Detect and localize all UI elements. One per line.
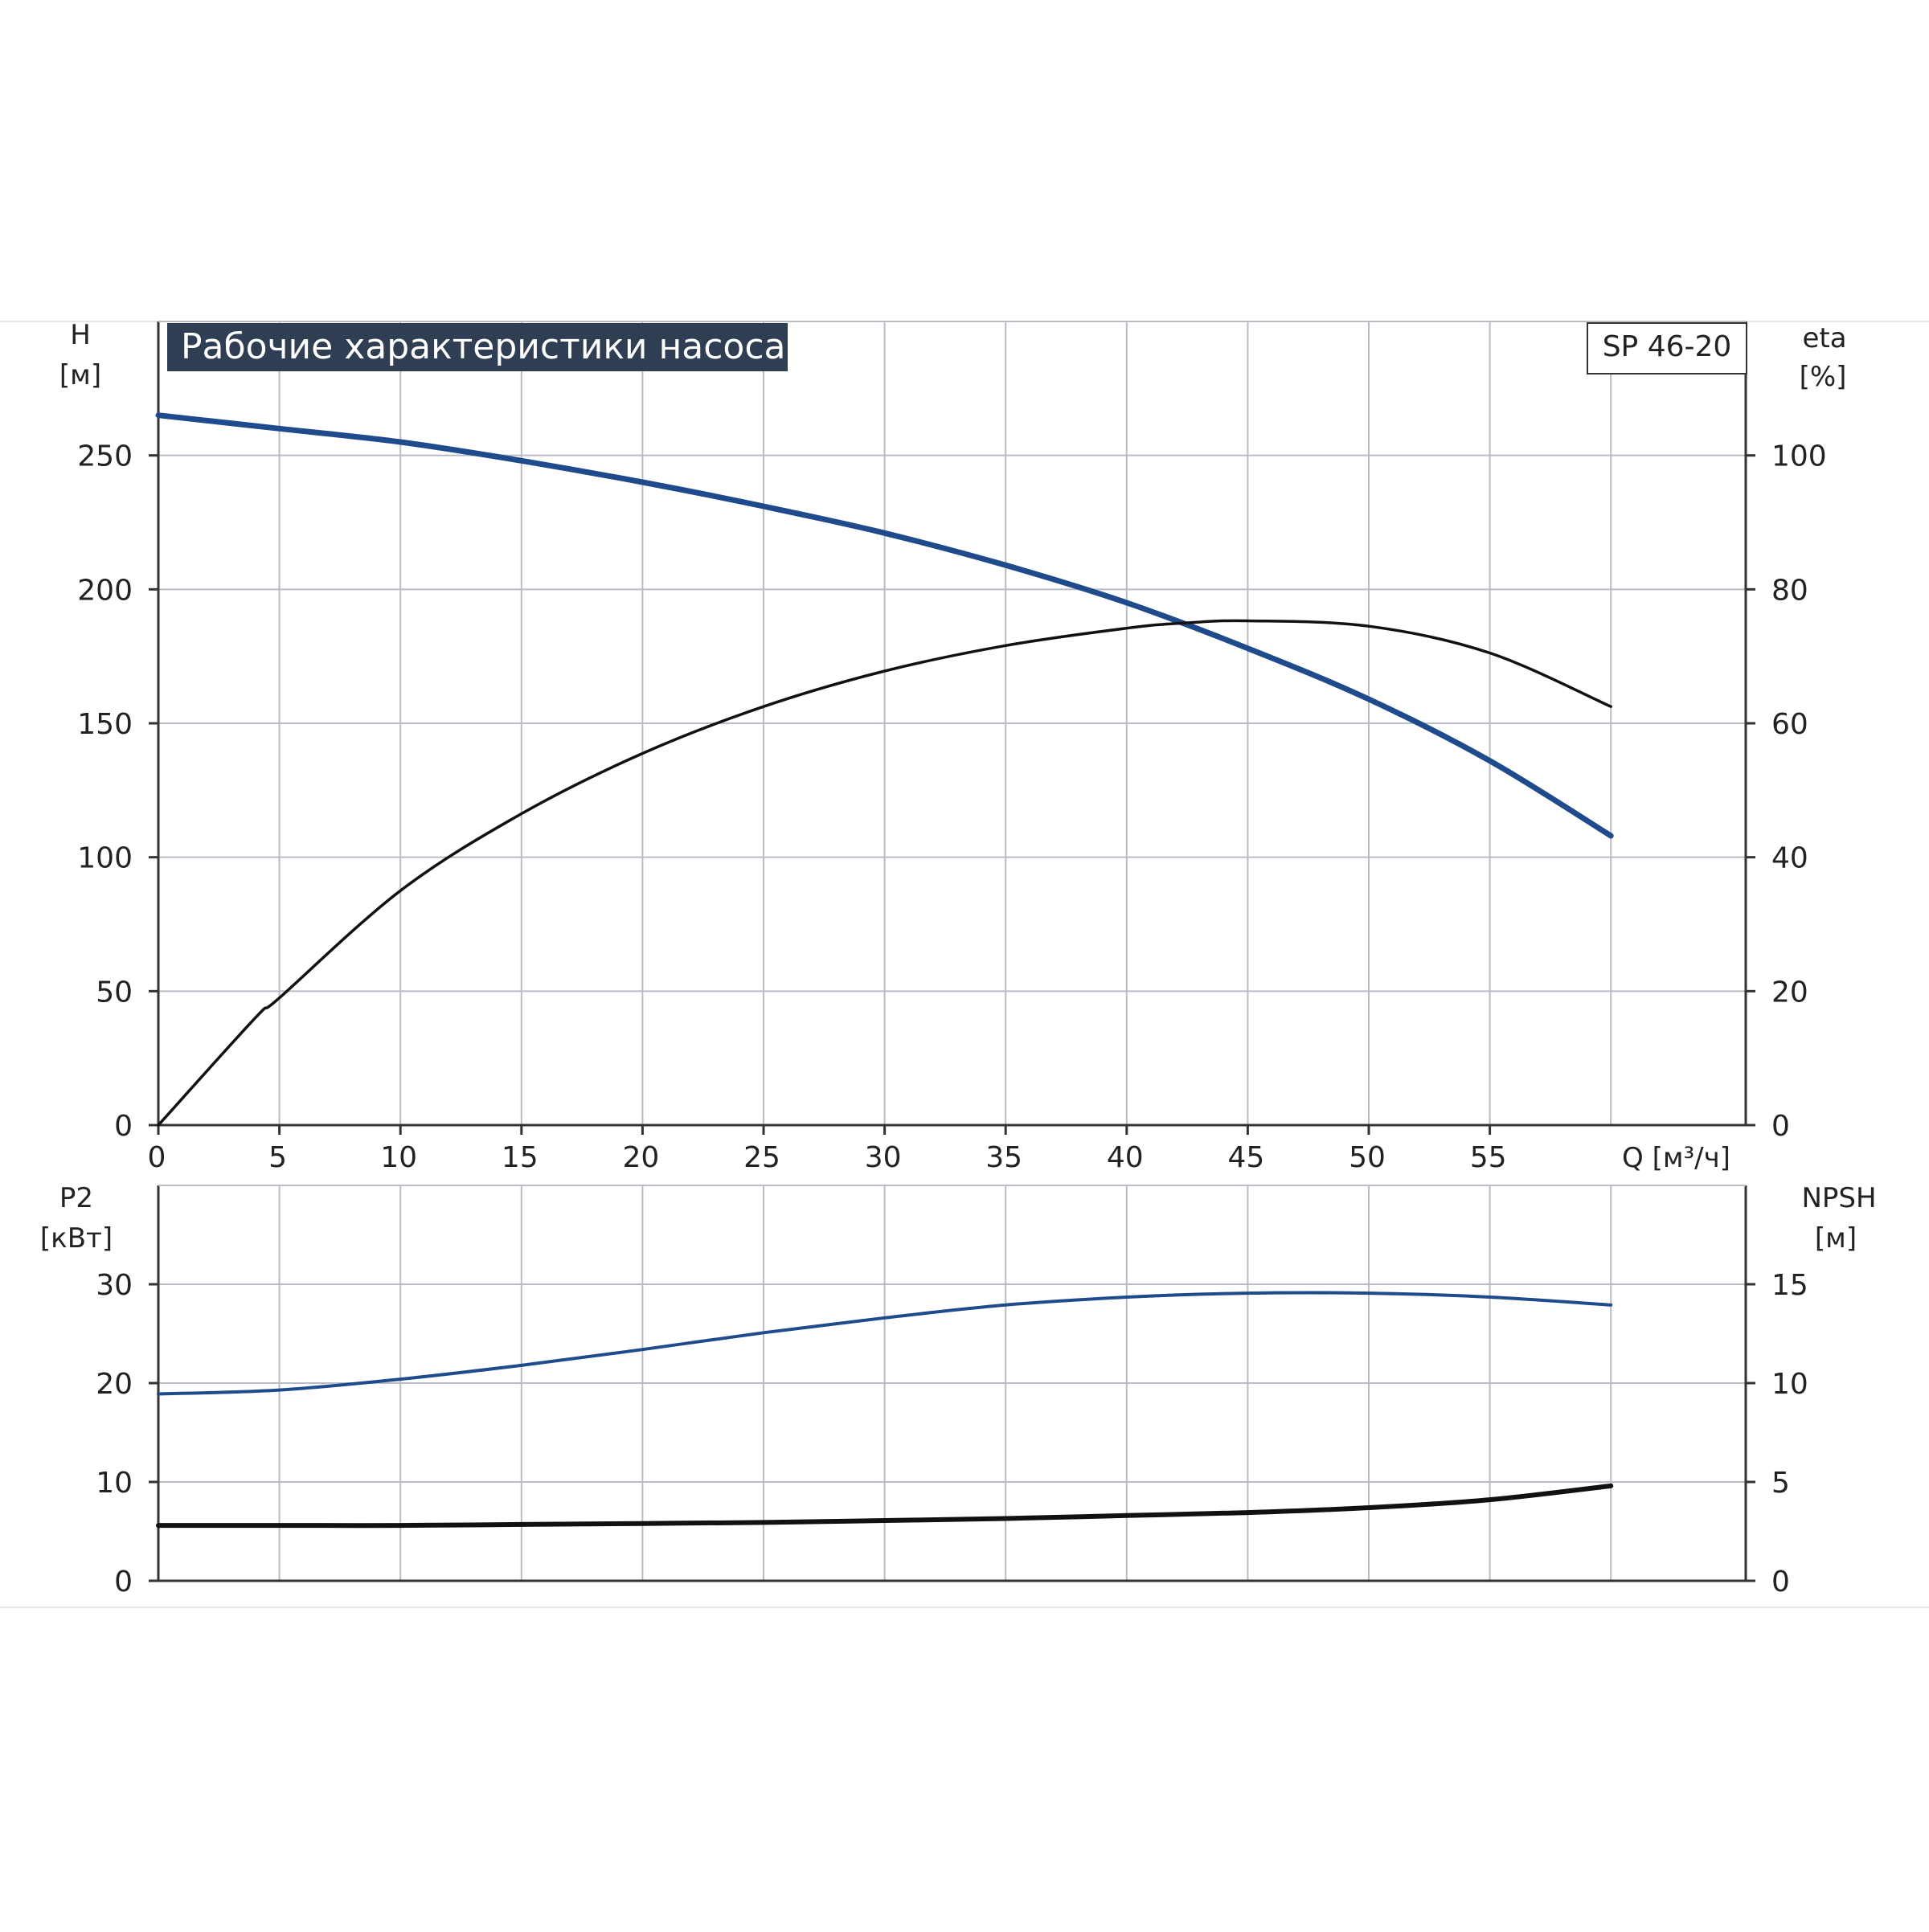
tick-label-x-0: 0 bbox=[148, 1141, 166, 1174]
y-left-label-upper: H bbox=[70, 319, 91, 351]
tick-label-left-lower-20: 20 bbox=[96, 1368, 133, 1401]
y-right-unit-lower: [м] bbox=[1815, 1222, 1857, 1255]
y-right-label-upper: eta bbox=[1802, 322, 1846, 354]
y-left-unit-upper: [м] bbox=[59, 359, 101, 391]
lower-axes: 0 10 20 30 0 5 10 15 bbox=[96, 1185, 1808, 1598]
tick-label-x-50: 50 bbox=[1349, 1141, 1386, 1174]
tick-label-x-10: 10 bbox=[380, 1141, 417, 1174]
tick-label-left-upper-100: 100 bbox=[77, 842, 133, 875]
tick-label-left-upper-0: 0 bbox=[114, 1110, 133, 1143]
tick-label-x-45: 45 bbox=[1227, 1141, 1264, 1174]
tick-label-right-upper-80: 80 bbox=[1771, 574, 1808, 607]
y-right-label-lower: NPSH bbox=[1801, 1182, 1876, 1214]
series-H-line bbox=[155, 412, 1614, 839]
y-right-unit-upper: [%] bbox=[1800, 361, 1847, 393]
upper-grid bbox=[158, 321, 1746, 1125]
tick-label-x-55: 55 bbox=[1470, 1141, 1507, 1174]
tick-label-right-upper-100: 100 bbox=[1771, 440, 1827, 473]
tick-label-right-lower-0: 0 bbox=[1771, 1566, 1790, 1598]
tick-label-x-30: 30 bbox=[865, 1141, 902, 1174]
tick-label-left-lower-30: 30 bbox=[96, 1269, 133, 1302]
title-background bbox=[167, 323, 788, 371]
y-left-unit-lower: [кВт] bbox=[40, 1222, 113, 1255]
chart-title: Рабочие характеристики насоса bbox=[181, 326, 785, 367]
tick-label-x-40: 40 bbox=[1107, 1141, 1144, 1174]
tick-label-right-lower-15: 15 bbox=[1771, 1269, 1808, 1302]
series-NPSH-line bbox=[156, 1483, 1614, 1529]
tick-label-left-upper-200: 200 bbox=[77, 574, 133, 607]
lower-series bbox=[156, 1291, 1614, 1529]
tick-label-right-upper-40: 40 bbox=[1771, 842, 1808, 875]
tick-label-x-20: 20 bbox=[622, 1141, 659, 1174]
tick-label-left-lower-0: 0 bbox=[114, 1566, 133, 1598]
tick-label-left-lower-10: 10 bbox=[96, 1467, 133, 1500]
tick-label-x-15: 15 bbox=[502, 1141, 539, 1174]
tick-label-right-upper-0: 0 bbox=[1771, 1110, 1790, 1143]
tick-label-left-upper-50: 50 bbox=[96, 976, 133, 1009]
tick-label-x-5: 5 bbox=[268, 1141, 287, 1174]
tick-label-left-upper-250: 250 bbox=[77, 440, 133, 473]
tick-label-right-lower-10: 10 bbox=[1771, 1368, 1808, 1401]
series-eta-line bbox=[157, 619, 1612, 1127]
tick-label-right-lower-5: 5 bbox=[1771, 1467, 1790, 1500]
tick-label-x-35: 35 bbox=[985, 1141, 1022, 1174]
upper-axes: 0 50 100 150 200 250 0 20 40 60 80 100 0 5 10 15 20 25 30 3… bbox=[77, 321, 1827, 1174]
series-P2-line bbox=[157, 1291, 1613, 1396]
tick-label-left-upper-150: 150 bbox=[77, 708, 133, 741]
model-box bbox=[1587, 322, 1747, 375]
y-left-label-lower: P2 bbox=[59, 1182, 93, 1214]
tick-label-x-25: 25 bbox=[743, 1141, 780, 1174]
upper-series bbox=[155, 412, 1614, 1127]
tick-label-right-upper-20: 20 bbox=[1771, 976, 1808, 1009]
model-label: SP 46-20 bbox=[1603, 330, 1732, 363]
tick-label-right-upper-60: 60 bbox=[1771, 708, 1808, 741]
x-axis-label: Q [м³/ч] bbox=[1622, 1142, 1730, 1174]
